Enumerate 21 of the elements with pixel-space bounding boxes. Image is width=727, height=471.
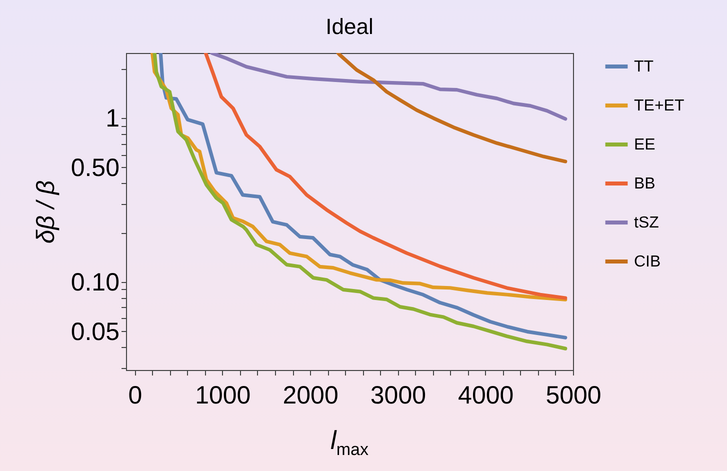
- y-tick-label: 0.50: [70, 154, 120, 182]
- legend-label: TE+ET: [634, 98, 684, 114]
- line-series: [336, 53, 568, 164]
- y-tick-label: 0.05: [70, 318, 120, 346]
- legend-label: TT: [634, 58, 654, 76]
- line-series: [210, 53, 568, 121]
- legend-label: EE: [634, 136, 656, 154]
- y-tick-label: 1: [106, 104, 120, 133]
- x-tick-label: 0: [128, 382, 142, 410]
- chart-title: Ideal: [326, 14, 374, 39]
- x-axis-title: l$_{max}$: [330, 425, 370, 460]
- x-tick-label: 5000: [546, 382, 602, 410]
- y-axis-title: δβ / β: [32, 180, 60, 244]
- legend-label: CIB: [634, 254, 661, 270]
- x-tick-label: 2000: [282, 382, 338, 410]
- legend-label: BB: [634, 176, 656, 192]
- x-tick-label: 1000: [195, 382, 251, 410]
- legend-label: tSZ: [634, 214, 660, 232]
- y-tick-label: 0.10: [70, 268, 120, 296]
- x-tick-label: 4000: [458, 382, 514, 410]
- x-tick-label: 3000: [370, 382, 426, 410]
